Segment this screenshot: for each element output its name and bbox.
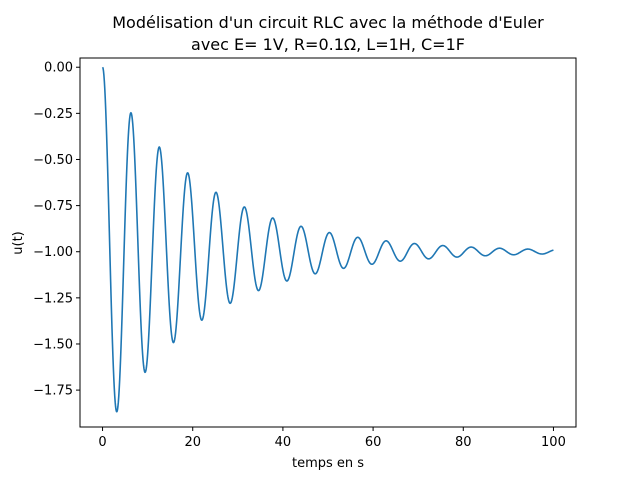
y-axis-label: u(t) [11, 231, 26, 254]
y-tick-label: 0.00 [44, 61, 73, 76]
x-tick-label: 0 [98, 435, 106, 450]
y-tick-label: −0.50 [33, 153, 73, 168]
y-tick-label: −0.25 [33, 107, 73, 122]
x-tick-label: 100 [541, 435, 566, 450]
y-tick-label: −1.50 [33, 337, 73, 352]
chart-title-line-1: Modélisation d'un circuit RLC avec la mé… [112, 13, 544, 32]
chart-title: Modélisation d'un circuit RLC avec la mé… [112, 13, 544, 54]
plot-area-frame [79, 57, 577, 428]
series-layer [101, 66, 554, 413]
x-axis-ticks: 0 20 40 60 80 100 [98, 427, 566, 450]
x-tick-label: 20 [184, 435, 201, 450]
y-tick-label: −1.75 [33, 384, 73, 399]
y-tick-label: −1.00 [33, 245, 73, 260]
x-tick-label: 60 [365, 435, 382, 450]
x-tick-label: 80 [455, 435, 472, 450]
x-tick-label: 40 [275, 435, 292, 450]
y-tick-label: −0.75 [33, 199, 73, 214]
x-axis-label: temps en s [292, 456, 364, 471]
series-line-u-t [101, 66, 554, 413]
y-tick-label: −1.25 [33, 291, 73, 306]
chart-title-line-2: avec E= 1V, R=0.1Ω, L=1H, C=1F [191, 35, 465, 54]
y-axis-ticks: 0.00 −0.25 −0.50 −0.75 −1.00 −1.25 −1.50 −1.75 [33, 61, 80, 399]
